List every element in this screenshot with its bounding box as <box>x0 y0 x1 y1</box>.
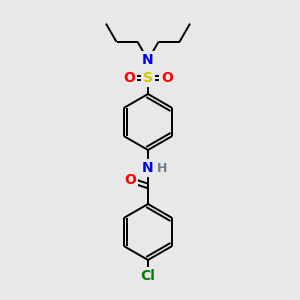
Text: S: S <box>143 71 153 85</box>
Text: O: O <box>124 173 136 187</box>
Text: O: O <box>161 71 173 85</box>
Text: Cl: Cl <box>141 269 155 283</box>
Text: H: H <box>157 161 167 175</box>
Text: O: O <box>123 71 135 85</box>
Text: N: N <box>142 53 154 67</box>
Text: N: N <box>142 161 154 175</box>
